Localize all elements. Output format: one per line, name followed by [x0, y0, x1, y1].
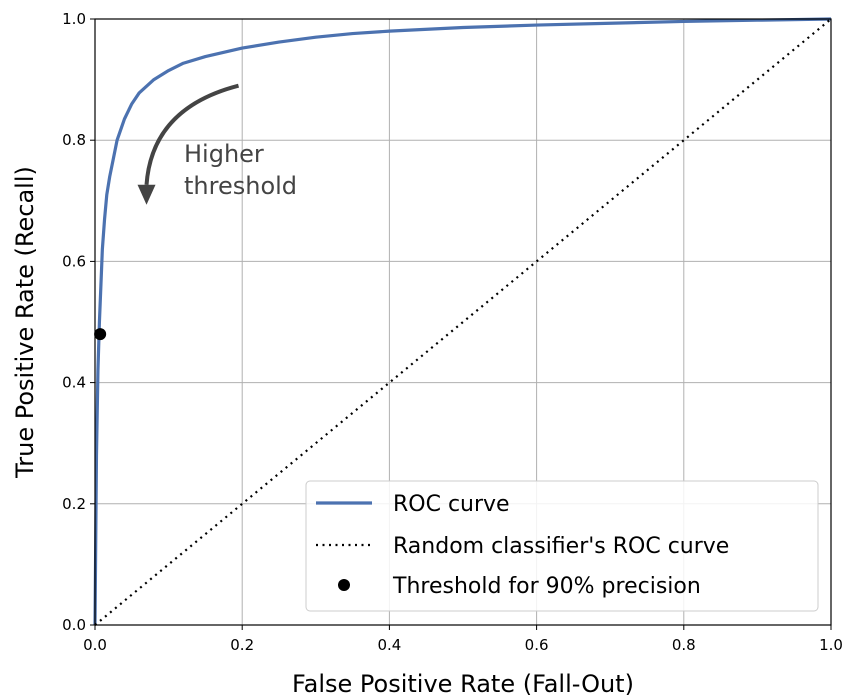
y-tick-label: 0.4	[62, 374, 86, 392]
x-axis-ticks: 0.0 0.2 0.4 0.6 0.8 1.0	[83, 625, 843, 654]
plot-series	[93, 17, 832, 626]
legend-label: ROC curve	[393, 492, 510, 517]
x-tick-label: 0.2	[230, 636, 254, 654]
legend: ROC curve Random classifier's ROC curve Th…	[305, 480, 819, 612]
roc-curve-line	[93, 17, 832, 626]
random-classifier-line	[94, 18, 832, 626]
annotation-text-line: threshold	[184, 172, 297, 200]
threshold-marker	[94, 328, 107, 341]
annotation: Higher threshold	[137, 83, 297, 205]
plot-frame	[94, 18, 832, 626]
x-tick-label: 0.4	[377, 636, 401, 654]
y-axis-ticks: 0.0 0.2 0.4 0.6 0.8 1.0	[62, 10, 95, 634]
y-tick-label: 0.2	[62, 495, 86, 513]
legend-label: Random classifier's ROC curve	[393, 534, 729, 559]
y-tick-label: 0.8	[62, 131, 86, 149]
y-tick-label: 0.0	[62, 616, 86, 634]
legend-swatch-marker	[338, 579, 350, 591]
x-tick-label: 1.0	[819, 636, 843, 654]
x-axis-label: False Positive Rate (Fall-Out)	[292, 670, 634, 698]
x-tick-label: 0.6	[525, 636, 549, 654]
y-tick-label: 1.0	[62, 10, 86, 28]
y-tick-label: 0.6	[62, 252, 86, 270]
annotation-text-line: Higher	[184, 140, 264, 168]
legend-label: Threshold for 90% precision	[392, 574, 701, 599]
x-tick-label: 0.8	[672, 636, 696, 654]
legend-box	[305, 480, 819, 612]
annotation-arrowhead	[137, 184, 156, 205]
y-axis-label: True Positive Rate (Recall)	[11, 166, 39, 479]
x-tick-label: 0.0	[83, 636, 107, 654]
annotation-arrow-shaft	[144, 83, 240, 185]
